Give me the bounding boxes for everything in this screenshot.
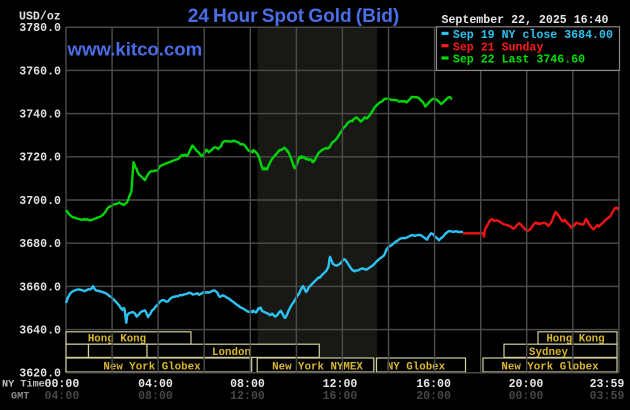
svg-text:16:00: 16:00	[323, 390, 358, 403]
svg-text:23:59: 23:59	[590, 378, 625, 391]
svg-text:3640.0: 3640.0	[19, 325, 61, 338]
svg-text:24 Hour Spot Gold (Bid): 24 Hour Spot Gold (Bid)	[188, 6, 400, 27]
svg-text:08:00: 08:00	[138, 390, 173, 403]
svg-text:New York Globex: New York Globex	[103, 361, 201, 373]
svg-text:16:00: 16:00	[416, 378, 451, 391]
svg-text:GMT: GMT	[11, 392, 29, 403]
svg-text:New York Globex: New York Globex	[501, 361, 599, 373]
svg-text:Sep 19 NY close 3684.00: Sep 19 NY close 3684.00	[453, 29, 613, 42]
svg-text:USD/oz: USD/oz	[19, 11, 61, 24]
svg-text:3660.0: 3660.0	[19, 281, 61, 294]
svg-text:3780.0: 3780.0	[19, 22, 61, 35]
svg-text:20:00: 20:00	[416, 390, 451, 403]
svg-text:Sep 21 Sunday: Sep 21 Sunday	[453, 41, 543, 54]
svg-text:3700.0: 3700.0	[19, 195, 61, 208]
svg-text:Sep 22 Last 3746.60: Sep 22 Last 3746.60	[453, 54, 585, 67]
svg-text:3740.0: 3740.0	[19, 109, 61, 122]
svg-text:00:00: 00:00	[45, 378, 80, 391]
svg-text:Hong Kong: Hong Kong	[546, 334, 604, 346]
svg-text:New York NYMEX: New York NYMEX	[272, 361, 363, 373]
svg-text:Hong Kong: Hong Kong	[88, 334, 146, 346]
svg-text:03:59: 03:59	[590, 390, 625, 403]
svg-text:Sydney: Sydney	[529, 347, 568, 359]
svg-text:08:00: 08:00	[230, 378, 265, 391]
svg-text:September 22, 2025 16:40: September 22, 2025 16:40	[442, 14, 609, 27]
svg-text:00:00: 00:00	[509, 390, 544, 403]
svg-text:20:00: 20:00	[509, 378, 544, 391]
svg-text:12:00: 12:00	[323, 378, 358, 391]
svg-text:3620.0: 3620.0	[19, 368, 61, 381]
svg-text:NY Time: NY Time	[2, 379, 45, 391]
svg-text:3760.0: 3760.0	[19, 65, 61, 78]
svg-text:3680.0: 3680.0	[19, 238, 61, 251]
svg-text:NY Globex: NY Globex	[387, 361, 446, 373]
svg-text:London: London	[212, 347, 251, 359]
svg-text:04:00: 04:00	[138, 378, 173, 391]
svg-text:3720.0: 3720.0	[19, 152, 61, 165]
svg-text:12:00: 12:00	[230, 390, 265, 403]
svg-text:04:00: 04:00	[45, 390, 80, 403]
svg-text:www.kitco.com: www.kitco.com	[67, 38, 203, 59]
